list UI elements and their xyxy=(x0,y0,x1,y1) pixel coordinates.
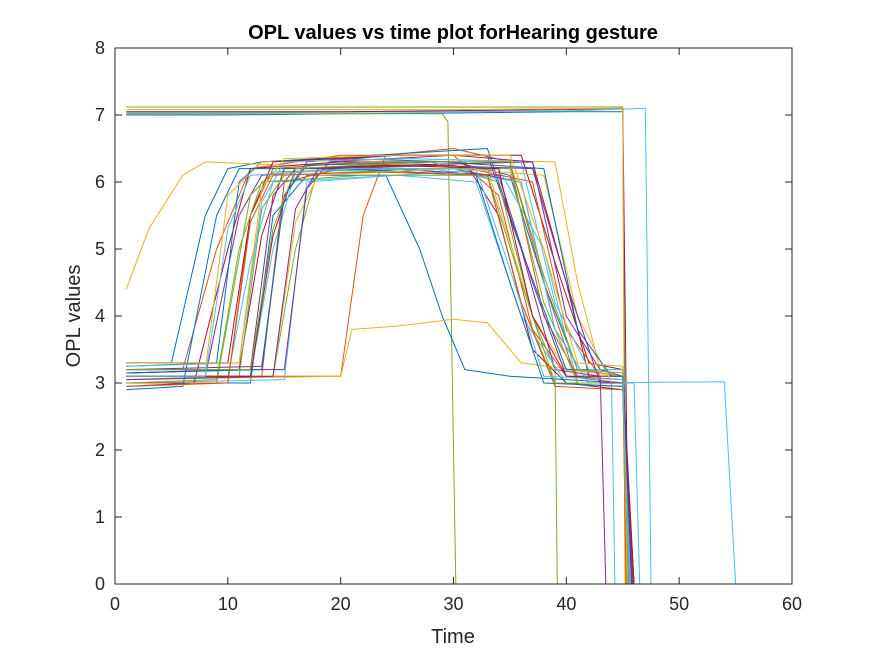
x-tick-label: 60 xyxy=(782,594,802,614)
series-line-28 xyxy=(126,168,629,585)
series-line-36 xyxy=(126,171,629,585)
x-tick-label: 40 xyxy=(556,594,576,614)
x-tick-label: 20 xyxy=(331,594,351,614)
series-line-31 xyxy=(126,154,634,585)
x-axis-label: Time xyxy=(431,626,475,648)
y-tick-label: 3 xyxy=(95,373,105,393)
series-line-39 xyxy=(126,161,629,585)
y-tick-label: 7 xyxy=(95,105,105,125)
y-tick-label: 5 xyxy=(95,239,105,259)
y-axis-label: OPL values xyxy=(63,265,85,368)
chart-title: OPL values vs time plot forHearing gestu… xyxy=(248,22,658,44)
y-tick-label: 1 xyxy=(95,507,105,527)
series-line-5 xyxy=(126,107,626,585)
axes-group: 0 10 20 30 40 50 60 0 1 2 3 4 5 6 7 8 xyxy=(95,38,802,614)
series-group xyxy=(125,106,737,585)
series-line-32 xyxy=(126,174,628,585)
series-line-33 xyxy=(126,158,632,585)
series-line-40 xyxy=(126,168,630,585)
series-line-26 xyxy=(126,168,646,585)
series-line-37 xyxy=(126,154,628,585)
y-tick-label: 4 xyxy=(95,306,105,326)
series-line-38 xyxy=(126,164,633,585)
series-line-4 xyxy=(126,107,629,585)
series-line-16 xyxy=(126,318,628,585)
plot-area xyxy=(115,48,792,584)
series-line-14 xyxy=(126,174,629,585)
y-tick-label: 0 xyxy=(95,574,105,594)
series-line-35 xyxy=(126,161,630,585)
x-tick-label: 50 xyxy=(669,594,689,614)
y-tick-label: 8 xyxy=(95,38,105,58)
series-line-7 xyxy=(126,158,629,585)
x-tick-label: 30 xyxy=(443,594,463,614)
y-tick-label: 6 xyxy=(95,172,105,192)
series-line-24 xyxy=(126,168,632,585)
x-tick-label: 10 xyxy=(218,594,238,614)
x-tick-label: 0 xyxy=(110,594,120,614)
y-tick-label: 2 xyxy=(95,440,105,460)
